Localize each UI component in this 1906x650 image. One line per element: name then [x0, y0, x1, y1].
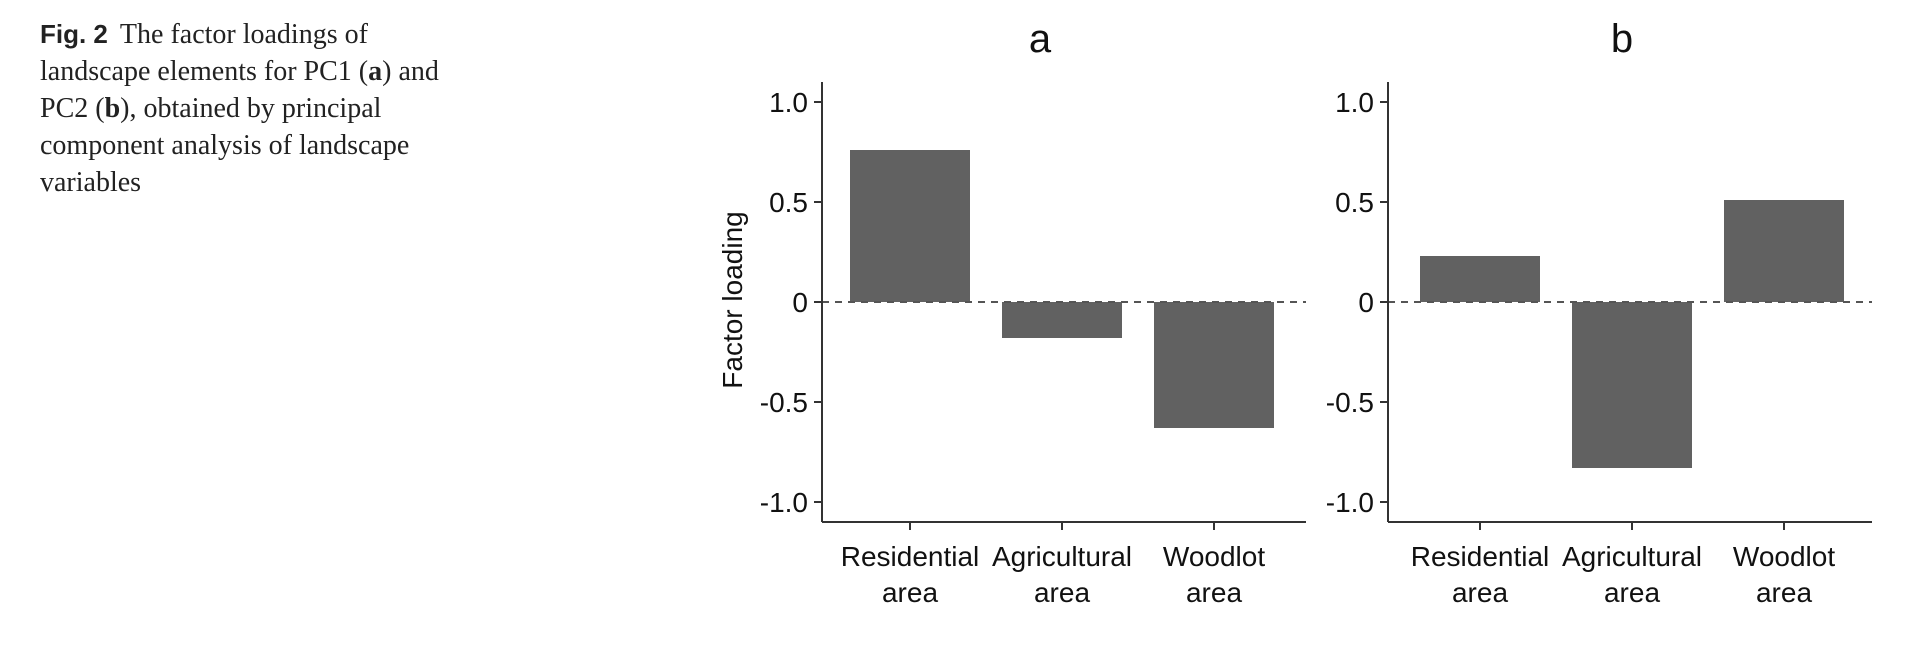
- y-tick-label: 0.5: [769, 187, 808, 218]
- x-tick-label-line2: area: [882, 577, 938, 608]
- y-tick-label: -0.5: [760, 387, 808, 418]
- y-axis-label: Factor loading: [717, 211, 748, 388]
- caption-text-3: ), obtained by principal component analy…: [40, 93, 410, 198]
- bar-agricultural: [1002, 302, 1122, 338]
- bar-woodlot: [1724, 200, 1844, 302]
- x-tick-label: Agricultural: [1562, 541, 1702, 572]
- x-tick-label: Agricultural: [992, 541, 1132, 572]
- caption-text-1: The factor loadings of landscape element…: [40, 19, 369, 87]
- y-tick-label: 0.5: [1335, 187, 1374, 218]
- caption-text-2: ) and PC2 (: [40, 56, 439, 124]
- x-tick-label: Residential: [1411, 541, 1550, 572]
- x-tick-label: Woodlot: [1733, 541, 1835, 572]
- x-tick-label-line2: area: [1186, 577, 1242, 608]
- y-tick-label: -1.0: [760, 487, 808, 518]
- x-tick-label-line2: area: [1604, 577, 1660, 608]
- caption-panel-a-ref: a: [368, 56, 383, 87]
- bar-agricultural: [1572, 302, 1692, 468]
- bar-residential: [850, 150, 970, 302]
- panel-title: a: [1029, 17, 1052, 61]
- x-tick-label-line2: area: [1034, 577, 1090, 608]
- panel-b: b 1.0 0.5 0 -0.5 -1.0 Residential area Agricultu…: [1326, 17, 1872, 608]
- panel-a: a 1.0 0.5 0 -0.5 -1.0 Residential area Agricultu…: [717, 17, 1306, 608]
- y-tick-label: -1.0: [1326, 487, 1374, 518]
- x-tick-label: Residential: [841, 541, 980, 572]
- x-tick-label-line2: area: [1756, 577, 1812, 608]
- x-tick-label-line2: area: [1452, 577, 1508, 608]
- figure-label: Fig. 2: [40, 19, 108, 49]
- y-tick-label: 0: [1358, 287, 1374, 318]
- x-tick-label: Woodlot: [1163, 541, 1265, 572]
- y-tick-label: 1.0: [769, 87, 808, 118]
- figure-caption: Fig. 2 The factor loadings of landscape e…: [40, 16, 460, 201]
- y-tick-label: -0.5: [1326, 387, 1374, 418]
- bar-residential: [1420, 256, 1540, 302]
- y-tick-label: 0: [792, 287, 808, 318]
- bar-woodlot: [1154, 302, 1274, 428]
- panel-title: b: [1611, 17, 1633, 61]
- caption-panel-b-ref: b: [104, 93, 121, 124]
- y-tick-label: 1.0: [1335, 87, 1374, 118]
